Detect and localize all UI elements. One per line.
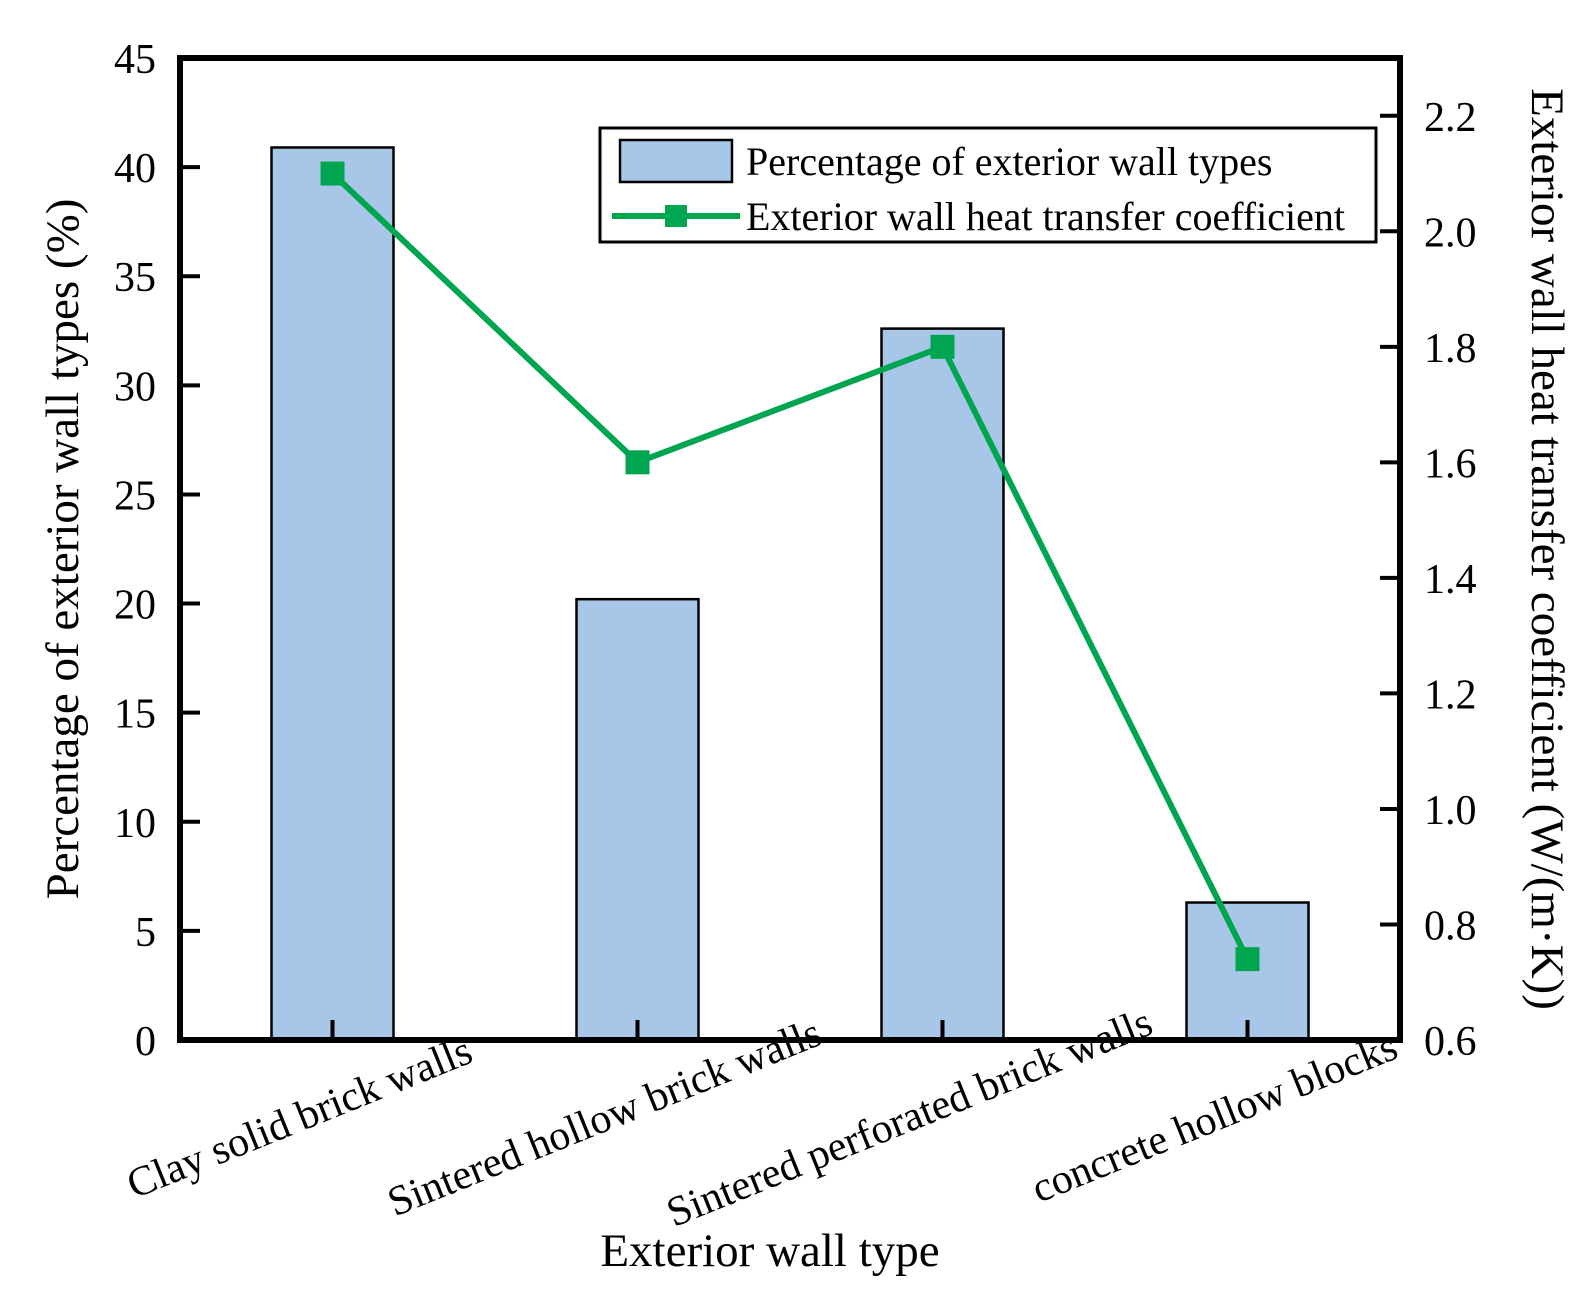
line-marker bbox=[1235, 947, 1260, 972]
bars-group bbox=[270, 146, 1310, 1042]
legend-label-line: Exterior wall heat transfer coefficient bbox=[746, 194, 1345, 239]
left-tick-label: 0 bbox=[135, 1019, 156, 1065]
right-tick-label: 1.2 bbox=[1424, 672, 1477, 718]
left-tick-label: 25 bbox=[114, 473, 156, 519]
right-axis-title: Exterior wall heat transfer coefficient … bbox=[1521, 88, 1573, 1010]
right-tick-label: 1.0 bbox=[1424, 788, 1477, 834]
right-tick-label: 1.4 bbox=[1424, 557, 1477, 603]
line-marker bbox=[625, 450, 650, 475]
left-tick-label: 20 bbox=[114, 583, 156, 629]
left-tick-label: 5 bbox=[135, 910, 156, 956]
legend-line-marker bbox=[665, 205, 687, 227]
bar bbox=[1185, 901, 1310, 1042]
line-marker bbox=[930, 334, 955, 359]
right-tick-label: 0.8 bbox=[1424, 903, 1477, 949]
bar bbox=[880, 327, 1005, 1042]
bar bbox=[575, 597, 700, 1042]
right-tick-label: 1.8 bbox=[1424, 326, 1477, 372]
x-axis-title: Exterior wall type bbox=[600, 1225, 939, 1277]
plot-frame bbox=[177, 55, 1403, 1043]
right-tick-label: 1.6 bbox=[1424, 441, 1477, 487]
legend-bar-swatch bbox=[618, 138, 734, 184]
right-tick-label: 2.0 bbox=[1424, 210, 1477, 256]
left-tick-label: 35 bbox=[114, 255, 156, 301]
bar bbox=[270, 146, 395, 1042]
line-marker bbox=[320, 161, 345, 186]
line-series-group bbox=[320, 161, 1260, 972]
left-tick-label: 30 bbox=[114, 364, 156, 410]
right-tick-label: 2.2 bbox=[1424, 95, 1477, 141]
legend-label-bars: Percentage of exterior wall types bbox=[746, 139, 1272, 184]
right-tick-label: 0.6 bbox=[1424, 1019, 1477, 1065]
left-tick-label: 10 bbox=[114, 801, 156, 847]
axes-group bbox=[177, 55, 1403, 1043]
left-axis-title: Percentage of exterior wall types (%) bbox=[37, 199, 89, 900]
line-series bbox=[329, 170, 1251, 963]
left-tick-label: 45 bbox=[114, 37, 156, 83]
legend: Percentage of exterior wall types Exterio… bbox=[598, 126, 1378, 244]
left-tick-label: 40 bbox=[114, 146, 156, 192]
left-tick-label: 15 bbox=[114, 692, 156, 738]
